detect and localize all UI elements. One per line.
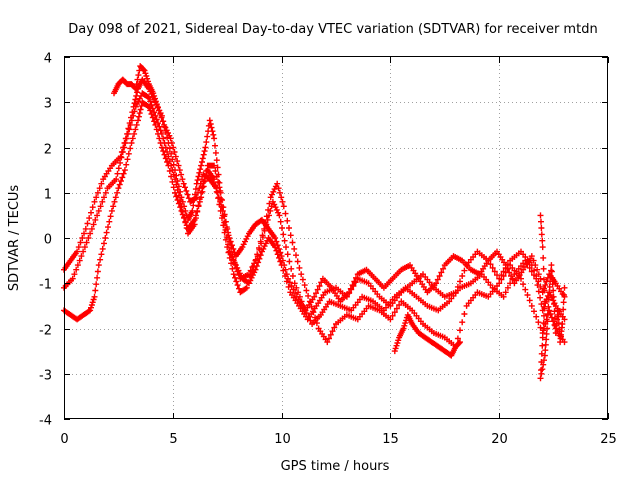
- y-tick-label: 3: [44, 97, 52, 112]
- y-axis-label: SDTVAR / TECUs: [7, 185, 22, 292]
- y-tick-label: -1: [39, 278, 52, 293]
- x-tick-label: 0: [60, 432, 68, 447]
- chart-title: Day 098 of 2021, Sidereal Day-to-day VTE…: [68, 22, 597, 37]
- x-axis-label: GPS time / hours: [281, 459, 390, 474]
- data-series: [61, 63, 568, 382]
- y-tick-label: -2: [39, 324, 52, 339]
- y-axis-tick-labels: -4 -3 -2 -1 0 1 2 3 4: [39, 52, 52, 429]
- y-tick-label: -4: [39, 414, 52, 429]
- x-tick-label: 15: [382, 432, 399, 447]
- x-tick-label: 20: [491, 432, 508, 447]
- series-markers: [61, 99, 568, 350]
- series-markers: [111, 63, 544, 314]
- y-tick-label: 0: [44, 233, 52, 248]
- series-track-b: [61, 99, 568, 350]
- grid: [64, 57, 608, 419]
- series-track-d: [111, 63, 544, 314]
- series-markers: [537, 212, 568, 382]
- plot-frame: [64, 56, 608, 419]
- y-tick-label: 2: [44, 143, 52, 158]
- y-tick-label: 1: [44, 188, 52, 203]
- y-tick-label: -3: [39, 369, 52, 384]
- series-markers: [391, 311, 463, 359]
- x-tick-label: 25: [600, 432, 617, 447]
- series-track-f: [537, 212, 568, 382]
- y-tick-label: 4: [44, 52, 52, 67]
- axis-ticks: [64, 57, 609, 420]
- x-axis-tick-labels: 0 5 10 15 20 25: [60, 432, 616, 447]
- x-tick-label: 5: [169, 432, 177, 447]
- series-track-e: [391, 311, 463, 359]
- x-tick-label: 10: [274, 432, 291, 447]
